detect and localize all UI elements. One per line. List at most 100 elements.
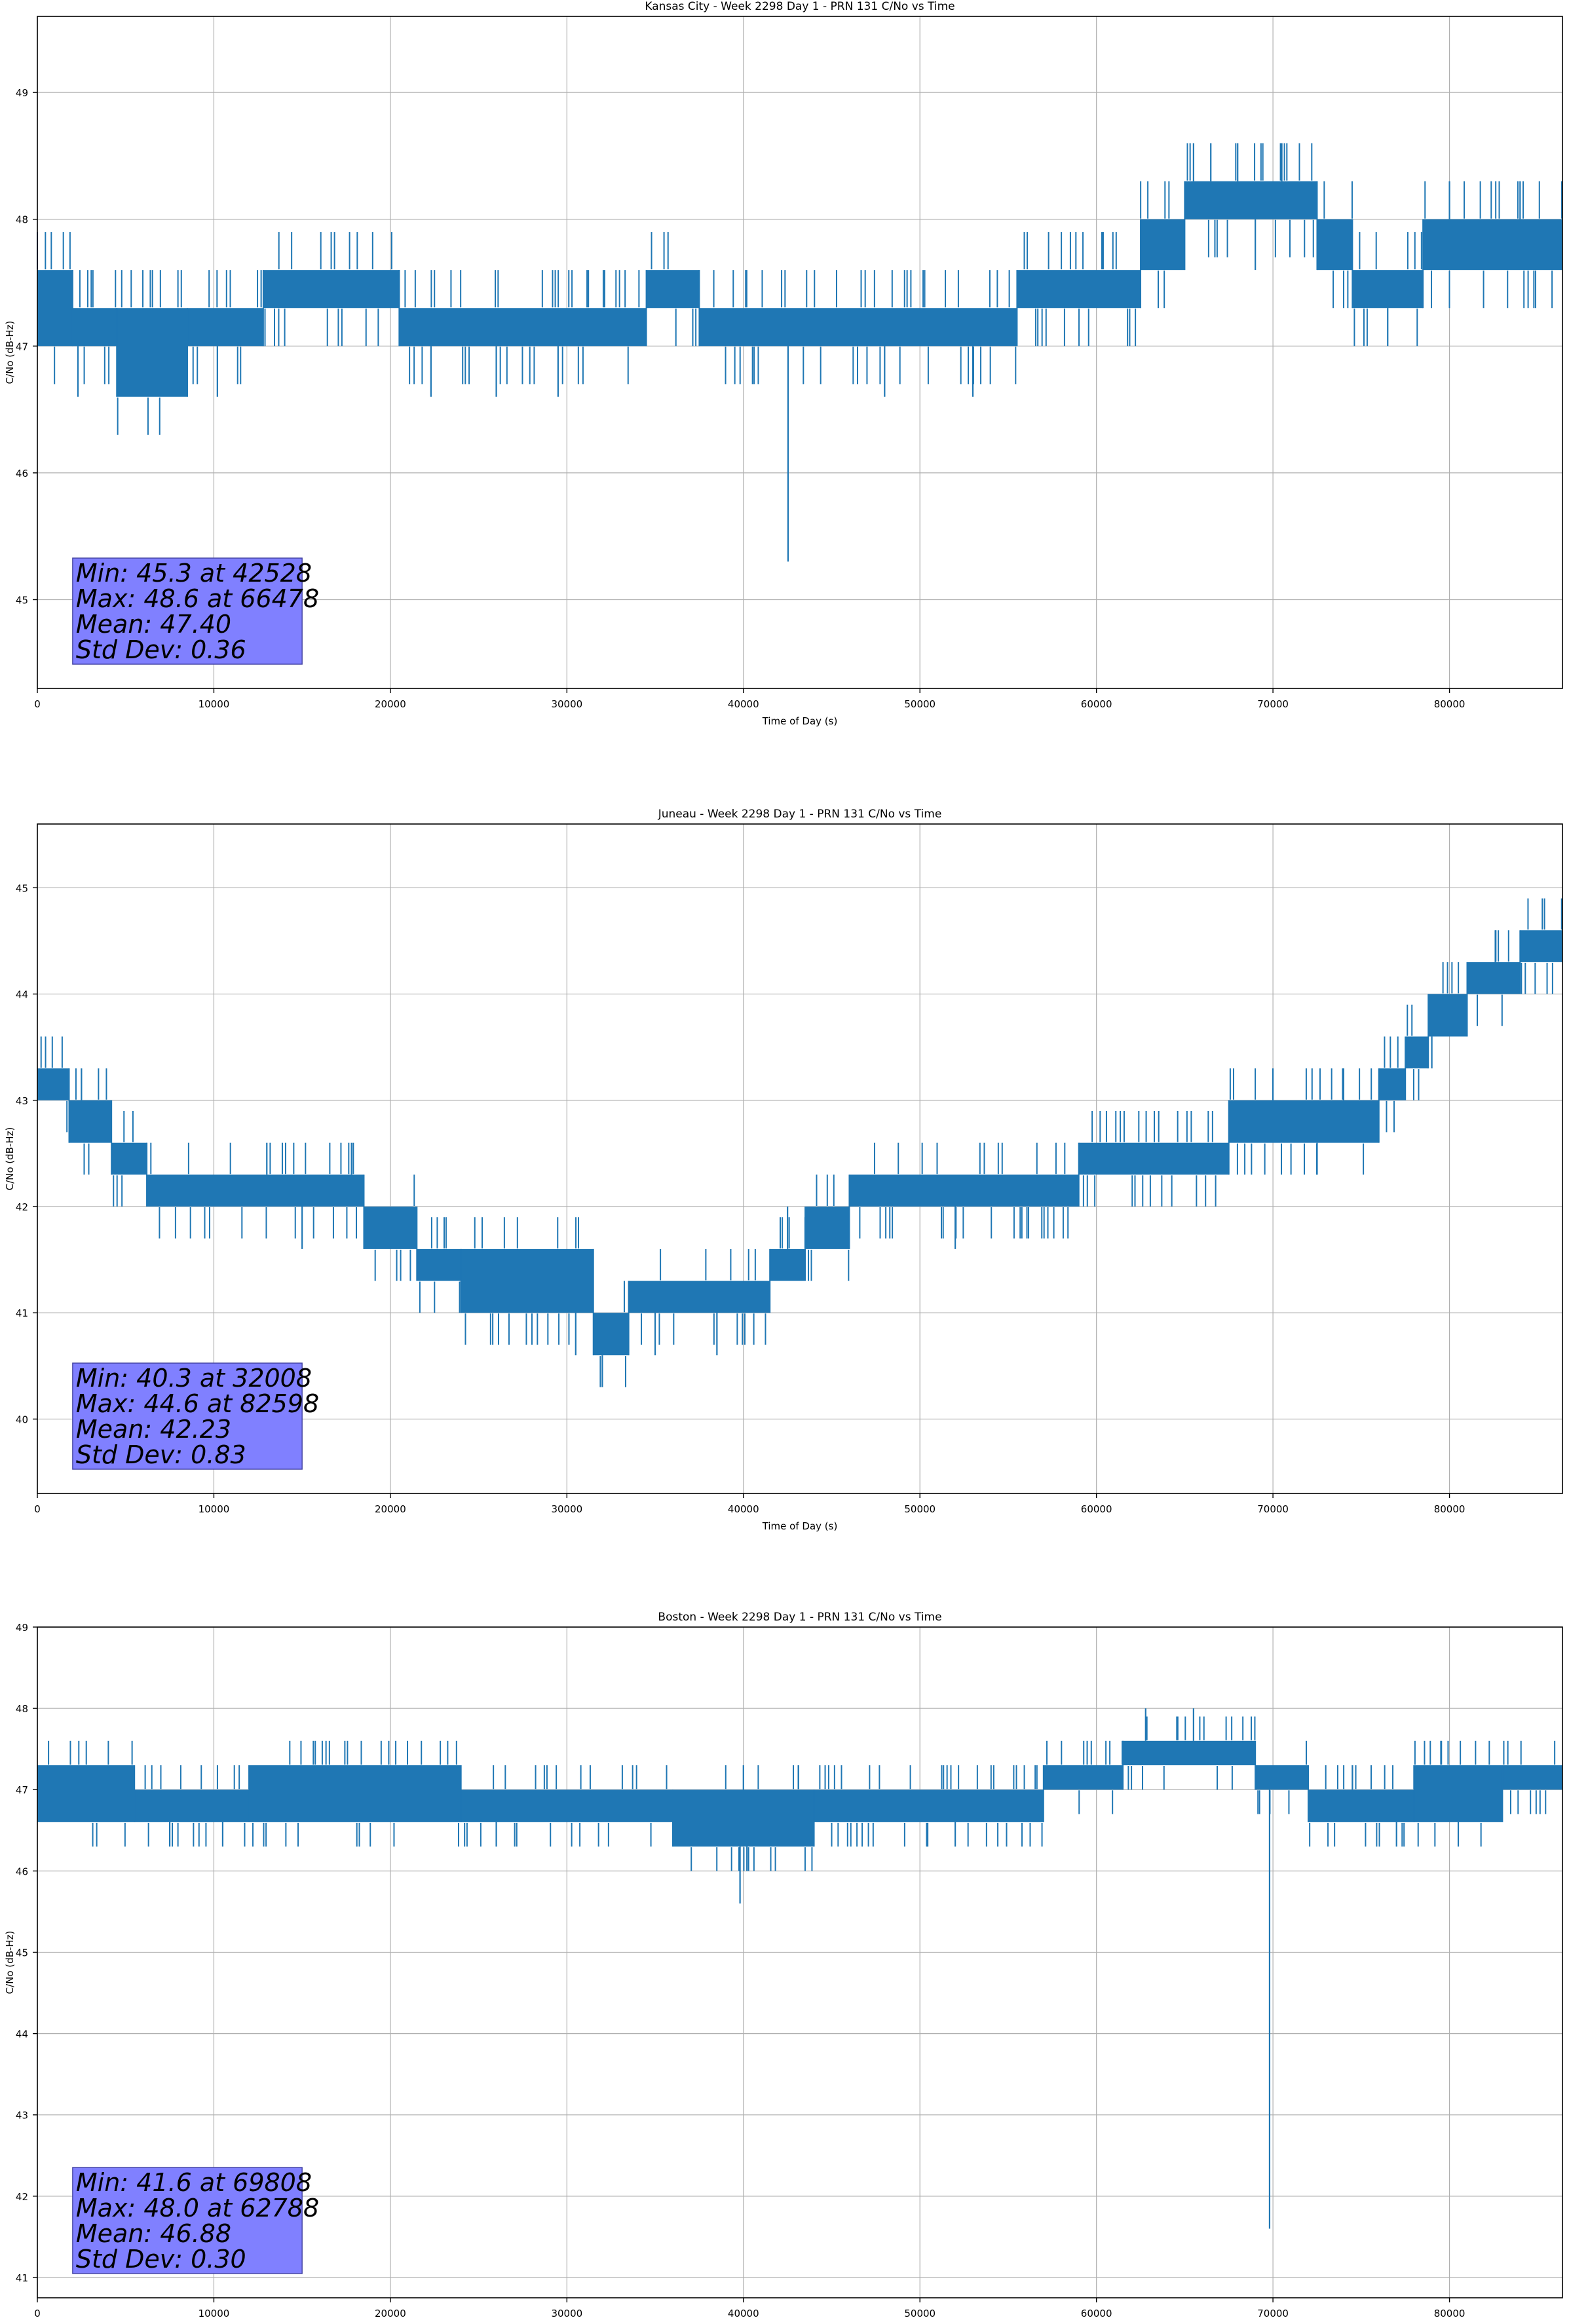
x-tick-label: 40000 [728, 698, 759, 710]
x-tick-label: 30000 [551, 1503, 582, 1515]
data-band [770, 1248, 806, 1281]
x-tick-label: 10000 [198, 1503, 230, 1515]
x-tick-label: 10000 [198, 698, 230, 710]
data-band [1078, 1142, 1229, 1175]
y-tick-label: 45 [16, 594, 28, 606]
data-band [1428, 994, 1467, 1037]
data-band [673, 1790, 814, 1847]
x-tick-label: 70000 [1257, 2308, 1289, 2319]
x-tick-label: 30000 [551, 698, 582, 710]
y-tick-label: 49 [16, 87, 28, 99]
stats-box [72, 1362, 303, 1470]
stats-line: Mean: 42.23 [76, 1415, 231, 1444]
plot-frame [37, 16, 1563, 689]
y-tick-label: 48 [16, 214, 28, 226]
data-band [1467, 962, 1521, 994]
stats-line: Min: 41.6 at 69808 [76, 2168, 312, 2197]
data-band [147, 1174, 364, 1207]
x-tick-label: 30000 [551, 2308, 582, 2319]
data-band [1141, 219, 1185, 271]
data-band [249, 1765, 461, 1822]
data-band [364, 1207, 417, 1249]
y-axis-label: C/No (dB-Hz) [4, 1127, 16, 1191]
subplot-juneau: 0 10000 20000 30000 40000 50000 60000 70000 8000… [4, 808, 1563, 1532]
data-band [1255, 1765, 1308, 1790]
y-tick-label: 42 [16, 2191, 28, 2203]
data-band [1378, 1068, 1406, 1100]
stats-line: Min: 40.3 at 32008 [76, 1364, 312, 1393]
x-tick-label: 50000 [904, 2308, 936, 2319]
y-tick-label: 45 [16, 882, 28, 894]
x-tick-label: 50000 [904, 698, 936, 710]
data-band [111, 1142, 147, 1175]
x-tick-label: 80000 [1434, 1503, 1465, 1515]
data-band [1184, 181, 1317, 219]
data-band [1317, 219, 1353, 271]
data-band [814, 1790, 1044, 1822]
data-band [1502, 1765, 1562, 1790]
data-band [117, 308, 188, 397]
y-axis-label: C/No (dB-Hz) [4, 321, 16, 384]
data-band [628, 1281, 770, 1313]
data-band [72, 308, 117, 347]
data-band [1352, 270, 1424, 309]
data-band [1043, 1765, 1124, 1790]
data-band [805, 1207, 850, 1249]
y-tick-label: 42 [16, 1201, 28, 1213]
y-tick-label: 46 [16, 468, 28, 479]
stats-line: Std Dev: 0.30 [76, 2245, 246, 2274]
stats-line: Std Dev: 0.36 [76, 635, 246, 664]
x-tick-label: 20000 [375, 2308, 406, 2319]
data-band [263, 270, 400, 309]
x-tick-label: 70000 [1257, 698, 1289, 710]
y-tick-label: 44 [16, 989, 28, 1001]
y-tick-label: 40 [16, 1414, 28, 1425]
stats-line: Max: 48.0 at 62788 [76, 2194, 319, 2222]
data-band [593, 1313, 629, 1356]
stats-line: Mean: 47.40 [76, 610, 231, 639]
y-axis-label: C/No (dB-Hz) [4, 1931, 16, 1995]
stats-line: Min: 45.3 at 42528 [76, 559, 312, 588]
x-axis-label: Time of Day (s) [762, 715, 838, 727]
stats-line: Std Dev: 0.83 [76, 1440, 246, 1469]
x-tick-label: 50000 [904, 1503, 936, 1515]
x-tick-label: 60000 [1081, 2308, 1112, 2319]
y-tick-label: 48 [16, 1703, 28, 1715]
x-tick-label: 10000 [198, 2308, 230, 2319]
data-band [849, 1174, 1079, 1207]
data-band [399, 308, 647, 347]
chart-title: Boston - Week 2298 Day 1 - PRN 131 C/No … [658, 1611, 941, 1624]
chart-title: Kansas City - Week 2298 Day 1 - PRN 131 … [645, 0, 955, 13]
y-tick-label: 43 [16, 2110, 28, 2122]
data-band [461, 1790, 673, 1822]
x-tick-label: 0 [34, 1503, 41, 1515]
x-tick-label: 40000 [728, 2308, 759, 2319]
subplot-boston: 0 10000 20000 30000 40000 50000 60000 70000 8000… [4, 1611, 1563, 2319]
data-band [417, 1248, 461, 1281]
x-tick-label: 60000 [1081, 1503, 1112, 1515]
y-tick-label: 41 [16, 2272, 28, 2284]
x-axis-label: Time of Day (s) [762, 1520, 838, 1532]
data-band [646, 270, 700, 309]
x-tick-label: 80000 [1434, 698, 1465, 710]
data-band [699, 308, 1017, 347]
data-band [1423, 219, 1562, 271]
data-band [134, 1790, 250, 1822]
data-band [37, 1765, 135, 1822]
x-tick-label: 40000 [728, 1503, 759, 1515]
data-band [37, 1068, 69, 1100]
data-band [187, 308, 263, 347]
stats-box [72, 2167, 303, 2274]
y-tick-label: 46 [16, 1865, 28, 1877]
stats-line: Mean: 46.88 [76, 2219, 231, 2248]
data-band [461, 1248, 594, 1313]
y-tick-label: 49 [16, 1622, 28, 1634]
chart-title: Juneau - Week 2298 Day 1 - PRN 131 C/No … [658, 808, 942, 821]
x-tick-label: 80000 [1434, 2308, 1465, 2319]
stats-box [72, 557, 303, 665]
subplot-kansas-city: 0 10000 20000 30000 40000 50000 60000 70000 8000… [4, 0, 1563, 727]
data-band [1405, 1036, 1429, 1069]
y-tick-label: 41 [16, 1307, 28, 1319]
data-band [1123, 1740, 1256, 1766]
